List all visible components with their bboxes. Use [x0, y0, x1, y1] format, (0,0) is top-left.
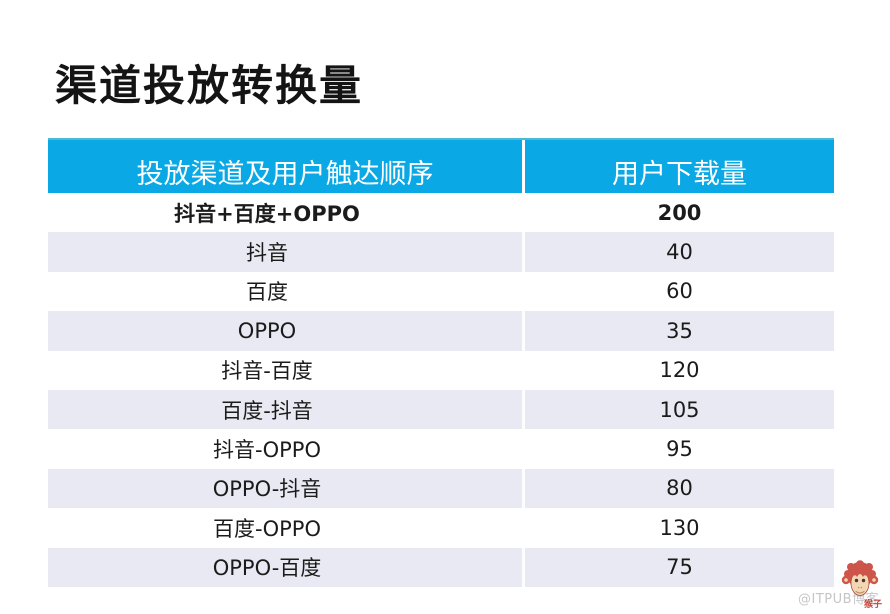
conversion-table: 投放渠道及用户触达顺序 用户下载量 抖音+百度+OPPO 200 抖音 40 百… — [48, 138, 834, 587]
cell-downloads: 95 — [666, 437, 693, 462]
cell-downloads: 80 — [666, 476, 693, 501]
table-row: 抖音-OPPO 95 — [48, 429, 834, 469]
watermark-caption: 猴子 — [864, 600, 883, 610]
cell-downloads: 75 — [666, 555, 693, 580]
cell-downloads: 40 — [666, 240, 693, 265]
cell-channel: 抖音 — [48, 232, 525, 272]
table-row: 百度-抖音 105 — [48, 389, 834, 430]
cell-channel: 百度-OPPO — [48, 508, 525, 548]
table-body: 抖音+百度+OPPO 200 抖音 40 百度 60 OPPO 35 抖音-百度… — [48, 193, 834, 587]
cell-downloads: 120 — [659, 358, 700, 383]
table-header-downloads: 用户下载量 — [612, 159, 747, 190]
cell-downloads: 35 — [666, 318, 693, 343]
cell-channel: OPPO-百度 — [48, 547, 525, 587]
cell-channel: 百度 — [48, 271, 525, 312]
cell-downloads: 200 — [657, 200, 702, 225]
table-row: 抖音 40 — [48, 232, 834, 272]
table-row: OPPO-百度 75 — [48, 547, 834, 587]
table-row: OPPO-抖音 80 — [48, 468, 834, 509]
cell-channel: 抖音-OPPO — [48, 429, 525, 469]
cell-downloads: 130 — [659, 515, 700, 540]
cell-channel: 百度-抖音 — [48, 389, 525, 430]
watermark-text: @ITPUB博客 — [798, 592, 880, 607]
cell-channel: 抖音+百度+OPPO — [48, 193, 525, 233]
table-row: 百度-OPPO 130 — [48, 508, 834, 548]
page-title: 渠道投放转换量 — [55, 61, 364, 110]
table-header-row: 投放渠道及用户触达顺序 用户下载量 — [48, 138, 834, 193]
cell-downloads: 105 — [659, 397, 700, 422]
cell-channel: 抖音-百度 — [48, 350, 525, 390]
table-row: 抖音-百度 120 — [48, 350, 834, 390]
table-row: 百度 60 — [48, 271, 834, 312]
cell-channel: OPPO — [48, 311, 525, 351]
cell-channel: OPPO-抖音 — [48, 468, 525, 509]
cell-downloads: 60 — [666, 279, 693, 304]
table-row: OPPO 35 — [48, 311, 834, 351]
table-row: 抖音+百度+OPPO 200 — [48, 193, 834, 233]
monkey-mascot-icon — [841, 560, 879, 596]
table-header-channel: 投放渠道及用户触达顺序 — [48, 140, 525, 193]
